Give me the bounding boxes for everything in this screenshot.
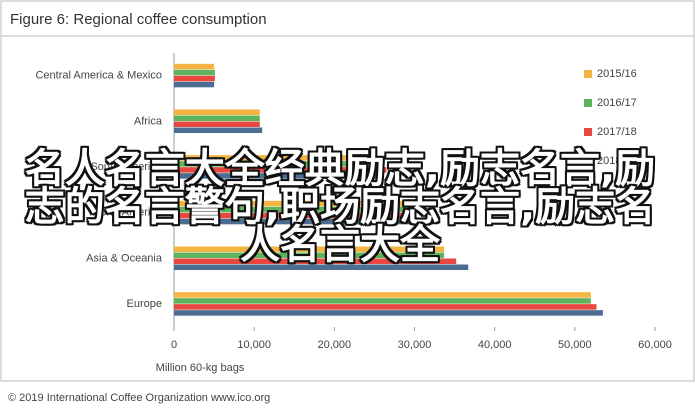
x-tick-label: 60,000	[638, 339, 672, 351]
bar	[174, 206, 411, 213]
bar	[174, 69, 215, 76]
y-tick-label: Europe	[127, 298, 162, 310]
bar	[174, 75, 215, 82]
bar	[174, 310, 603, 316]
bar	[174, 246, 445, 252]
x-tick-label: 20,000	[318, 339, 352, 351]
y-tick-label: Asia & Oceania	[86, 252, 163, 264]
x-tick-label: 10,000	[237, 339, 271, 351]
bar	[174, 109, 260, 115]
bar	[174, 212, 415, 219]
bar	[174, 304, 597, 310]
bar	[174, 264, 469, 270]
y-tick-label: Central America & Mexico	[35, 70, 162, 82]
legend-swatch	[584, 70, 592, 78]
legend-swatch	[584, 99, 592, 107]
chart-title: Figure 6: Regional coffee consumption	[10, 11, 267, 28]
legend-swatch	[584, 128, 592, 136]
y-tick-label: Africa	[134, 115, 163, 127]
legend-swatch	[584, 157, 592, 165]
bar	[174, 63, 215, 70]
bar	[174, 115, 260, 121]
bar	[174, 173, 379, 179]
legend-label: 2016/17	[597, 97, 637, 109]
overlay-text: 名人名言大全经典励志,励志名言,励志的名言警句,职场励志名言,励志名人名言大全	[24, 146, 656, 268]
y-tick-label: South America	[90, 161, 162, 173]
bar	[174, 155, 375, 161]
x-tick-label: 40,000	[478, 339, 512, 351]
bar	[174, 218, 419, 225]
x-tick-label: 50,000	[558, 339, 592, 351]
frame	[0, 0, 695, 382]
x-tick-label: 0	[171, 339, 177, 351]
legend-label: 2017/18	[597, 126, 637, 138]
legend-label: 2018/19	[597, 155, 637, 167]
y-tick-label: North America	[92, 207, 163, 219]
bar	[174, 121, 260, 127]
bar	[174, 200, 407, 207]
footer: © 2019 International Coffee Organization…	[8, 392, 270, 404]
x-tick-label: 30,000	[398, 339, 432, 351]
legend-label: 2015/16	[597, 68, 637, 80]
x-axis-label: Million 60-kg bags	[156, 362, 245, 374]
bar	[174, 161, 383, 167]
bar	[174, 127, 263, 133]
bar	[174, 292, 591, 298]
bar	[174, 258, 457, 264]
bar	[174, 167, 387, 173]
bar	[174, 81, 215, 88]
bar	[174, 298, 591, 304]
bar	[174, 252, 445, 258]
